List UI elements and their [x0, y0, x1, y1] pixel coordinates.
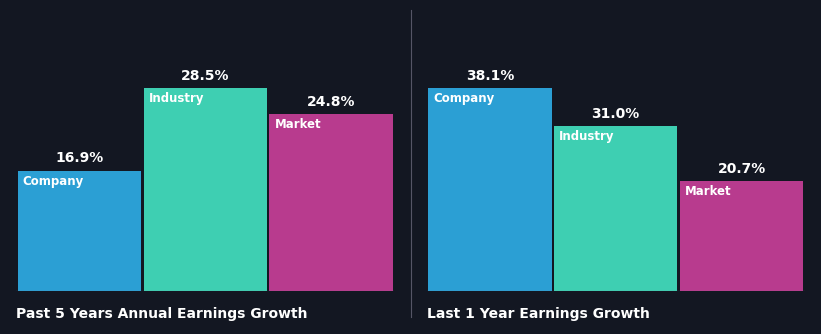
- Text: Past 5 Years Annual Earnings Growth: Past 5 Years Annual Earnings Growth: [16, 307, 308, 321]
- Text: Company: Company: [433, 92, 494, 105]
- Text: Company: Company: [23, 175, 84, 188]
- Bar: [429, 88, 552, 291]
- Text: 24.8%: 24.8%: [307, 96, 355, 109]
- Text: 20.7%: 20.7%: [718, 162, 766, 176]
- Bar: [680, 181, 803, 291]
- Text: Last 1 Year Earnings Growth: Last 1 Year Earnings Growth: [427, 307, 649, 321]
- Text: Market: Market: [685, 185, 732, 198]
- Bar: [144, 88, 267, 291]
- Text: Market: Market: [274, 119, 321, 132]
- Bar: [269, 115, 392, 291]
- Text: Industry: Industry: [149, 92, 204, 105]
- Text: Industry: Industry: [559, 130, 615, 143]
- Text: 16.9%: 16.9%: [55, 152, 103, 165]
- Text: 38.1%: 38.1%: [466, 69, 514, 83]
- Bar: [554, 126, 677, 291]
- Text: 28.5%: 28.5%: [181, 69, 230, 83]
- Bar: [18, 171, 141, 291]
- Text: 31.0%: 31.0%: [592, 107, 640, 121]
